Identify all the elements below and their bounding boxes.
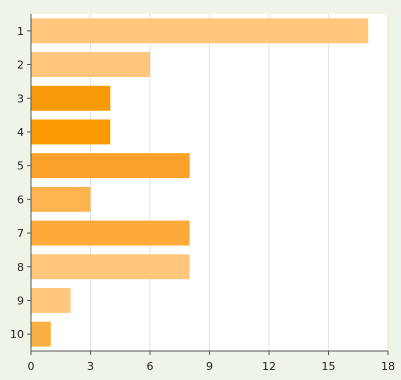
x-tick-label: 9	[206, 360, 213, 373]
x-tick-label: 0	[28, 360, 35, 373]
bar-8	[31, 254, 190, 280]
y-tick-label: 6	[17, 193, 24, 206]
x-tick-label: 18	[381, 360, 395, 373]
x-tick-label: 6	[147, 360, 154, 373]
y-tick-label: 8	[17, 261, 24, 274]
bar-4	[31, 119, 111, 145]
bar-3	[31, 85, 111, 111]
bar-9	[31, 287, 71, 313]
axes-group	[27, 14, 389, 355]
x-tick-label: 15	[322, 360, 336, 373]
x-tick-label: 12	[262, 360, 276, 373]
y-tick-label: 5	[17, 160, 24, 173]
y-tick-label: 1	[17, 25, 24, 38]
y-tick-label: 4	[17, 126, 24, 139]
bar-1	[31, 18, 369, 44]
y-tick-label: 3	[17, 92, 24, 105]
bar-7	[31, 220, 190, 246]
bar-10	[31, 321, 51, 347]
y-tick-label: 7	[17, 227, 24, 240]
y-tick-label: 2	[17, 59, 24, 72]
x-tick-label: 3	[87, 360, 94, 373]
y-tick-label: 10	[10, 328, 24, 341]
y-tick-label: 9	[17, 294, 24, 307]
bar-5	[31, 153, 190, 179]
bars-group	[31, 18, 369, 347]
bar-6	[31, 186, 91, 212]
bar-2	[31, 52, 150, 78]
